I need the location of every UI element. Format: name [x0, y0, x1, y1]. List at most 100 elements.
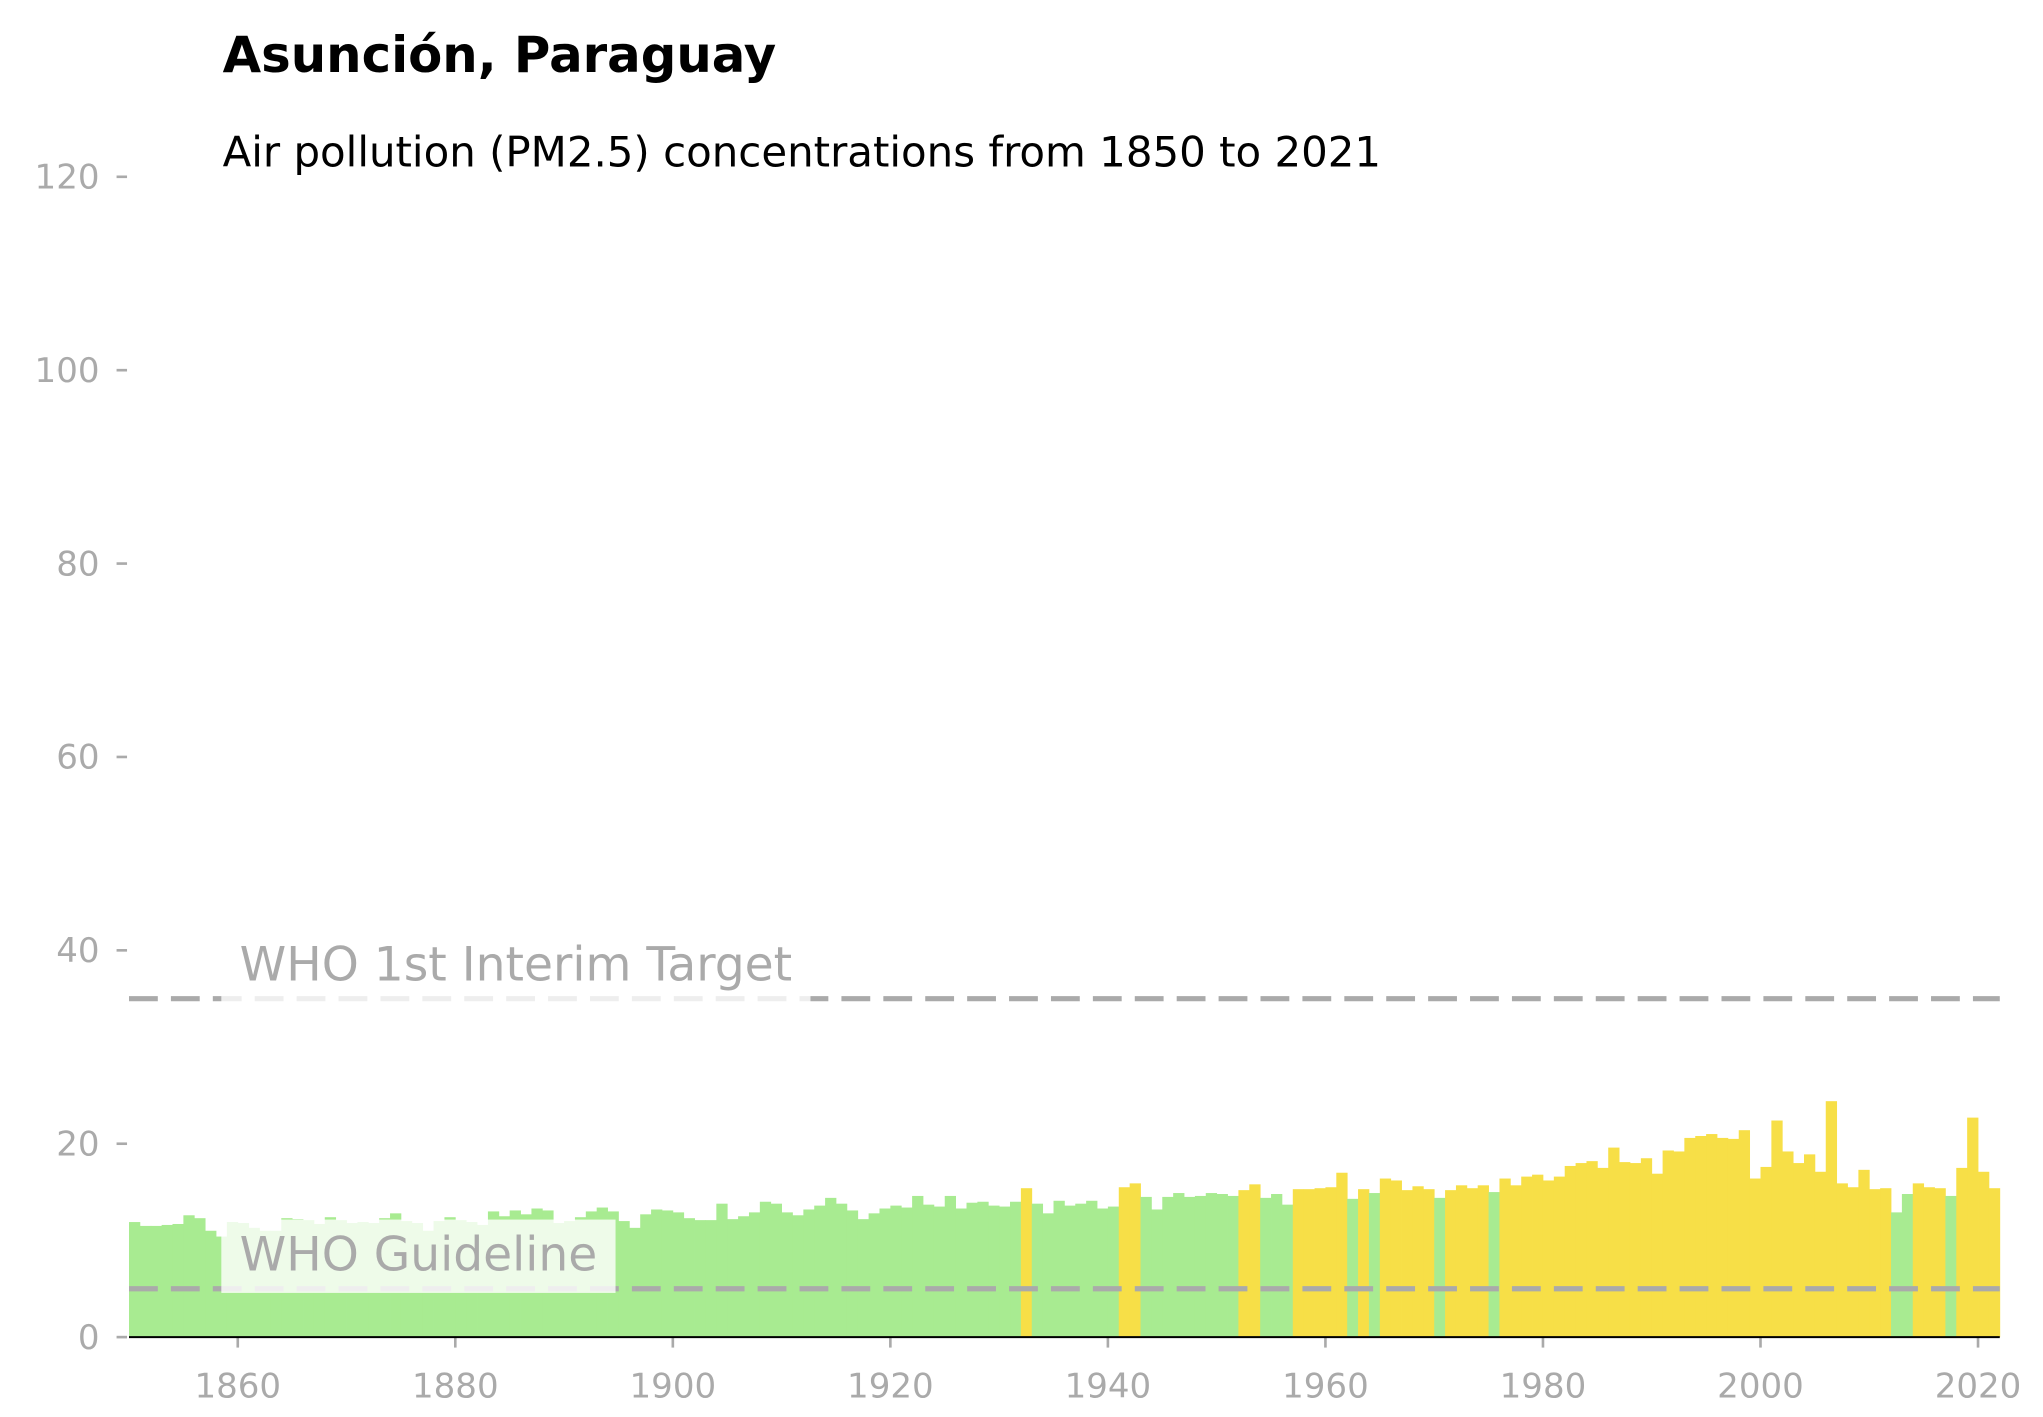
bar: [1782, 1151, 1794, 1338]
bar: [1075, 1203, 1087, 1338]
bar: [1553, 1176, 1566, 1338]
bar: [1847, 1187, 1859, 1338]
bar: [1521, 1176, 1533, 1338]
bar: [683, 1218, 695, 1338]
bar: [988, 1205, 1000, 1338]
bar: [150, 1225, 163, 1338]
bar: [1934, 1188, 1946, 1338]
bar: [1379, 1178, 1392, 1338]
bar: [1945, 1195, 1957, 1338]
bar: [1597, 1167, 1609, 1338]
bar: [1738, 1130, 1751, 1338]
bar: [1260, 1197, 1272, 1338]
chart-title: Asunción, Paraguay: [223, 26, 777, 84]
bar: [1586, 1161, 1598, 1338]
bar: [846, 1210, 859, 1338]
bar: [1891, 1212, 1903, 1338]
reference-label: WHO Guideline: [240, 1227, 598, 1282]
bar: [1477, 1185, 1489, 1338]
y-tick-label: 100: [35, 351, 100, 391]
bar: [1173, 1193, 1185, 1338]
bar: [1314, 1188, 1326, 1338]
bar: [1205, 1193, 1218, 1338]
bar: [922, 1204, 935, 1338]
bar: [205, 1230, 217, 1338]
bar: [1684, 1137, 1696, 1338]
bar: [1358, 1189, 1370, 1338]
bar: [139, 1225, 152, 1338]
y-tick-label: 60: [56, 738, 99, 778]
bar: [1151, 1209, 1163, 1338]
bar: [1390, 1180, 1402, 1338]
bar: [727, 1219, 739, 1338]
x-tick-label: 1960: [1282, 1366, 1369, 1406]
bar: [999, 1206, 1011, 1338]
y-tick-label: 0: [78, 1318, 100, 1358]
y-tick-label: 20: [56, 1125, 99, 1165]
bar: [955, 1208, 967, 1338]
bar: [1836, 1183, 1848, 1338]
bar: [803, 1209, 815, 1338]
bar: [183, 1215, 195, 1338]
x-tick-label: 1860: [194, 1366, 281, 1406]
bar: [868, 1213, 880, 1338]
bar: [1510, 1185, 1522, 1338]
bar: [661, 1210, 674, 1338]
bar: [194, 1218, 206, 1338]
bar: [879, 1208, 891, 1338]
bar: [1727, 1138, 1740, 1338]
bar: [172, 1223, 184, 1338]
bar: [1749, 1178, 1761, 1338]
bar: [1880, 1188, 1892, 1338]
bar: [1162, 1196, 1174, 1338]
bar: [890, 1205, 902, 1338]
bar: [1858, 1169, 1870, 1338]
bar: [1423, 1189, 1435, 1338]
reference-label: WHO 1st Interim Target: [240, 937, 792, 992]
x-tick-label: 1900: [630, 1366, 717, 1406]
bar: [1499, 1178, 1511, 1338]
bar: [1640, 1158, 1653, 1338]
bar: [161, 1224, 173, 1338]
bar: [933, 1206, 946, 1338]
bar: [1488, 1192, 1500, 1338]
bar: [738, 1216, 750, 1338]
bar: [1760, 1166, 1772, 1338]
bar: [651, 1209, 663, 1338]
bar: [1662, 1150, 1674, 1338]
bar: [748, 1212, 761, 1338]
bar: [1097, 1208, 1109, 1338]
bar: [1347, 1198, 1359, 1338]
y-tick-label: 40: [56, 931, 99, 971]
bar: [977, 1201, 989, 1338]
bar: [857, 1219, 870, 1338]
bar: [1412, 1186, 1424, 1338]
bar: [1695, 1135, 1707, 1338]
bar: [1901, 1194, 1914, 1338]
bar: [1923, 1187, 1935, 1338]
x-tick-label: 2000: [1717, 1366, 1804, 1406]
bar: [128, 1222, 141, 1338]
bar: [759, 1201, 772, 1338]
bar: [1804, 1154, 1816, 1338]
bar: [1325, 1187, 1337, 1338]
bar: [1978, 1171, 1990, 1338]
bar: [1020, 1188, 1033, 1338]
x-tick-label: 1980: [1500, 1366, 1587, 1406]
bar: [1532, 1174, 1544, 1338]
bar: [1292, 1189, 1305, 1338]
reference-label-box: [221, 929, 811, 1003]
x-tick-label: 2020: [1935, 1366, 2022, 1406]
bar: [1716, 1137, 1729, 1338]
bar: [1271, 1194, 1283, 1338]
bar: [1793, 1163, 1805, 1338]
bar: [1129, 1183, 1141, 1338]
y-tick-label: 120: [35, 158, 100, 198]
bar: [1053, 1200, 1065, 1338]
bar: [1869, 1189, 1881, 1338]
bar: [770, 1203, 782, 1338]
bar: [629, 1227, 641, 1338]
bar: [1140, 1196, 1152, 1338]
bar: [1608, 1147, 1620, 1338]
reference-label-box: [221, 1219, 616, 1293]
